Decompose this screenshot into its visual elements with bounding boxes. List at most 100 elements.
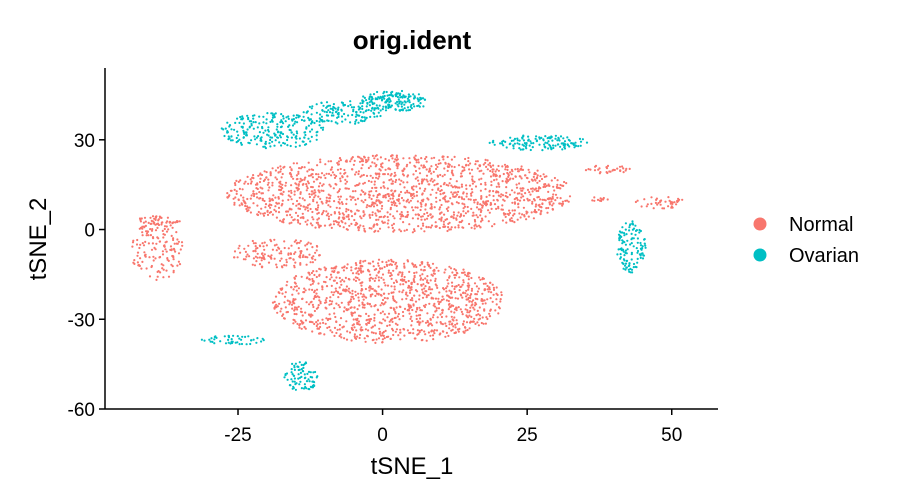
data-point <box>289 195 292 198</box>
data-point <box>456 272 459 275</box>
data-point <box>293 218 296 221</box>
data-point <box>173 242 176 245</box>
data-point <box>325 276 328 279</box>
data-point <box>387 98 390 101</box>
data-point <box>495 292 498 295</box>
data-point <box>359 269 362 272</box>
data-point <box>367 314 370 318</box>
data-point <box>562 142 565 145</box>
data-point <box>571 142 574 145</box>
data-point <box>401 271 404 274</box>
data-point <box>373 183 376 186</box>
data-point <box>399 328 402 331</box>
data-point <box>495 168 498 171</box>
data-point <box>375 223 379 226</box>
data-point <box>410 283 413 286</box>
data-point <box>415 159 418 162</box>
data-point <box>363 295 366 298</box>
data-point <box>359 333 362 336</box>
data-point <box>308 278 311 281</box>
data-point <box>335 265 338 268</box>
data-point <box>421 288 424 291</box>
data-point <box>258 180 262 184</box>
data-point <box>324 163 327 166</box>
data-point <box>542 185 545 189</box>
data-point <box>540 205 543 209</box>
data-point <box>471 178 474 181</box>
data-point <box>265 176 268 179</box>
data-point <box>478 178 481 181</box>
data-point <box>402 314 405 318</box>
data-point <box>547 206 550 210</box>
data-point <box>431 334 435 337</box>
data-point <box>446 200 449 203</box>
data-point <box>434 221 437 224</box>
data-point <box>492 286 495 289</box>
data-point <box>452 217 455 220</box>
data-point <box>307 124 310 127</box>
data-point <box>420 205 423 208</box>
data-point <box>371 293 374 296</box>
data-point <box>463 166 466 169</box>
data-point <box>309 222 312 225</box>
data-point <box>393 175 396 178</box>
data-point <box>329 107 332 110</box>
data-point <box>441 311 444 314</box>
data-point <box>254 245 257 248</box>
data-point <box>361 107 364 111</box>
data-point <box>357 170 360 173</box>
data-point <box>344 118 347 121</box>
data-point <box>149 216 152 219</box>
data-point <box>316 327 319 330</box>
data-point <box>273 208 276 211</box>
data-point <box>335 175 338 178</box>
data-point <box>414 206 417 209</box>
data-point <box>314 194 317 197</box>
data-point <box>351 113 354 117</box>
data-point <box>481 316 484 319</box>
data-point <box>432 313 435 317</box>
data-point <box>303 178 306 181</box>
data-point <box>269 210 273 214</box>
data-point <box>305 189 308 192</box>
data-point <box>362 303 365 306</box>
data-point <box>252 121 255 124</box>
data-point <box>506 180 510 183</box>
data-point <box>306 276 309 279</box>
data-point <box>263 241 266 244</box>
data-point <box>489 169 492 173</box>
data-point <box>293 190 296 193</box>
data-point <box>526 188 530 191</box>
data-point <box>398 202 401 205</box>
data-point <box>456 214 459 217</box>
data-point <box>378 332 381 335</box>
data-point <box>360 284 363 287</box>
data-point <box>392 260 395 263</box>
data-point <box>537 208 540 211</box>
data-point <box>433 206 436 209</box>
data-point <box>446 285 449 288</box>
data-point <box>355 111 358 114</box>
data-point <box>408 223 411 226</box>
data-point <box>340 283 343 286</box>
data-point <box>360 189 363 192</box>
data-point <box>461 165 464 168</box>
data-point <box>263 145 266 148</box>
data-point <box>326 114 330 117</box>
data-point <box>429 288 432 291</box>
data-point <box>373 289 376 292</box>
data-point <box>510 168 513 171</box>
data-point <box>408 101 411 104</box>
data-point <box>289 144 292 148</box>
data-point <box>279 165 282 168</box>
data-point <box>224 342 228 345</box>
data-point <box>391 320 394 323</box>
data-point <box>342 325 345 328</box>
data-point <box>413 96 416 99</box>
data-point <box>434 310 437 313</box>
data-point <box>309 140 312 143</box>
data-point <box>457 330 460 333</box>
data-point <box>339 177 342 180</box>
data-point <box>642 254 645 257</box>
data-point <box>484 288 487 291</box>
